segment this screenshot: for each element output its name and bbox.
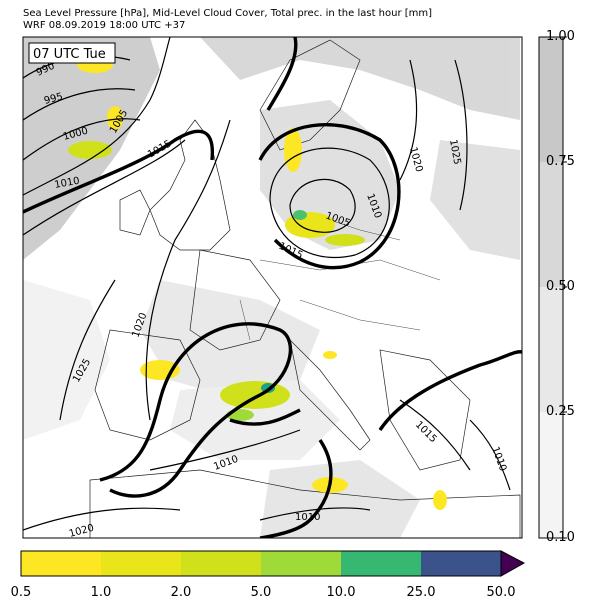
cloud-patch-north [200,37,520,120]
isobar-1015-north [266,37,298,111]
cloud-cover-layer [23,37,520,538]
isobar-1025-east [454,59,468,211]
cloud-patch-med [170,380,340,460]
isobar-1015-balkan [378,350,522,431]
isobar-995 [23,88,136,121]
precip-color-step [21,551,101,576]
coast-africa [89,469,521,538]
isobar-1005 [23,37,171,196]
precip-tick-label: 50.0 [486,585,516,600]
precip-tick-label: 1.0 [90,585,112,600]
chart-title: Sea Level Pressure [hPa], Mid-Level Clou… [23,8,433,19]
isobar-1015-ridge [99,322,301,498]
isobar-1015-atlantic [23,129,215,214]
precip-tick-label: 25.0 [406,585,436,600]
precip-colorbar [20,550,526,577]
map-panel: 990 995 1000 1005 1010 1015 1005 1010 10… [22,36,523,540]
cloud-tick-label: 0.25 [546,404,575,419]
isobar-1020-east [399,59,418,181]
cloud-color-step [539,287,563,412]
precip-east-med [433,490,447,510]
time-label-box: 07 UTC Tue [28,42,116,64]
cloud-color-step [539,412,563,538]
precip-color-step [261,551,341,576]
precip-colorbar-frame [20,550,502,577]
precip-baltic-2 [325,234,365,246]
cloud-color-step [539,37,563,162]
isobar-label: 1020 [68,523,95,540]
isobar-label: 1025 [447,139,462,166]
isobar-1010 [23,139,186,236]
cloud-patch-south [260,460,420,538]
precip-color-step [101,551,181,576]
isobar-1015-east [399,399,471,471]
coast-france [189,249,281,351]
coast-italy [289,338,371,451]
isobar-label: 995 [43,91,64,107]
isobar-label: 1010 [54,176,81,191]
isobar-1015-low [258,123,401,270]
cloud-patch-west [23,280,110,440]
cloud-colorbar [538,36,567,539]
cloud-color-step [539,162,563,287]
isobar-1020-west [145,119,231,421]
precip-tick-label: 0.5 [10,585,32,600]
isobar-1010-east [469,419,511,491]
isobar-1020-south [23,507,181,531]
isobar-1010-low [269,147,390,259]
map-frame [22,36,523,539]
precip-tick-label: 5.0 [250,585,272,600]
precip-color-step [181,551,261,576]
precip-atlantic-1 [68,141,112,159]
chart-subtitle: WRF 08.09.2019 18:00 UTC +37 [23,20,186,31]
coast-iberia [94,329,201,441]
cloud-tick-label: 0.75 [546,154,575,169]
coast-britain [149,119,231,251]
isobars-1015 [23,37,522,538]
isobar-1015-italy [259,439,333,538]
precip-italy [323,351,337,359]
precip-tick-label: 10.0 [326,585,356,600]
isobar-label: 1010 [295,512,320,523]
cloud-tick-label: 0.50 [546,279,575,294]
isobar-1005-low [289,178,356,233]
cloud-tick-label: 0.10 [546,530,575,545]
isobar-1000 [23,118,141,161]
precip-color-step [421,551,501,576]
precip-color-step [341,551,421,576]
precip-atlantic-3 [107,106,123,130]
precip-baltic-core [293,210,307,220]
precip-alps-2 [220,381,290,409]
cloud-patch-east [430,140,520,260]
isobar-1025-west [59,279,116,421]
isobar-1010-south [149,429,301,471]
cloud-tick-label: 1.00 [546,29,575,44]
coast-ireland [119,189,151,236]
time-label: 07 UTC Tue [33,47,106,62]
precip-extend-arrow [500,550,526,577]
precip-tick-label: 2.0 [170,585,192,600]
